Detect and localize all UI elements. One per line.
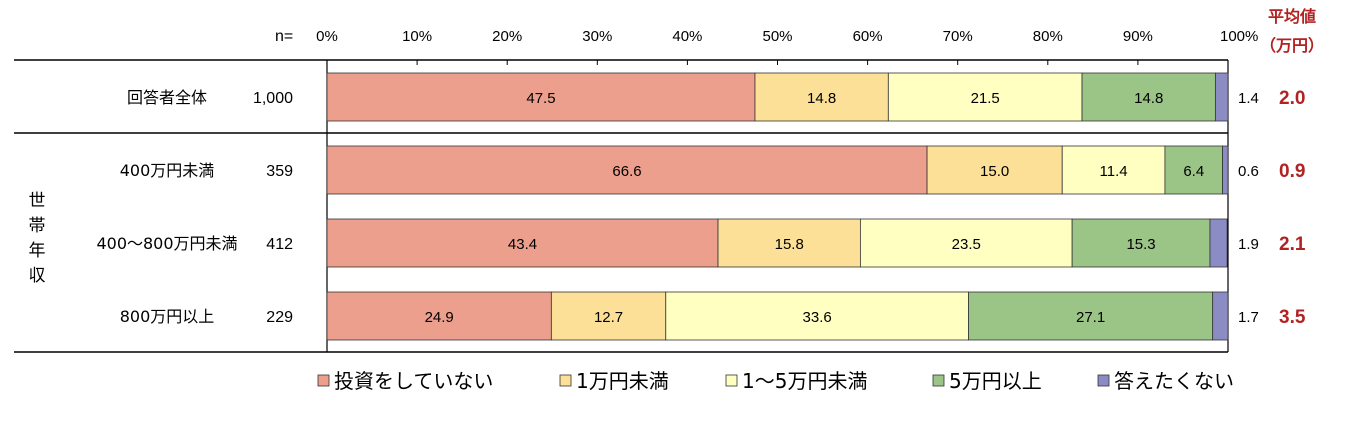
legend-label: 1万円未満 bbox=[576, 369, 669, 393]
x-tick-label: 90% bbox=[1123, 28, 1153, 45]
bar-segment bbox=[665, 291, 969, 341]
legend-swatch bbox=[725, 374, 738, 387]
bar-segment-label: 11.4 bbox=[1100, 163, 1128, 180]
row-label: 400万円未満 bbox=[120, 161, 215, 180]
row-n-value: 412 bbox=[266, 236, 293, 253]
bar-segment bbox=[887, 72, 1083, 122]
legend-swatch bbox=[317, 374, 330, 387]
no-answer-value-label: 0.6 bbox=[1238, 163, 1259, 180]
bar-segment-label: 66.6 bbox=[612, 163, 641, 180]
row-label: 回答者全体 bbox=[127, 88, 207, 107]
bar-segment bbox=[1212, 291, 1229, 341]
avg-header-unit: （万円） bbox=[1260, 36, 1324, 55]
legend-label: 投資をしていない bbox=[334, 369, 493, 393]
bar-segment bbox=[326, 218, 719, 268]
x-tick-label: 40% bbox=[672, 28, 702, 45]
bar-segment-label: 47.5 bbox=[526, 90, 555, 107]
average-value: 2.1 bbox=[1279, 234, 1306, 255]
bar-segment bbox=[326, 291, 552, 341]
bar-segment-label: 15.0 bbox=[980, 163, 1009, 180]
bar-segment bbox=[968, 291, 1214, 341]
bar-segment bbox=[1081, 72, 1216, 122]
x-tick-label: 60% bbox=[853, 28, 883, 45]
avg-header-title: 平均値 bbox=[1268, 7, 1316, 26]
bar-segment-label: 43.4 bbox=[508, 236, 537, 253]
bar-segment bbox=[717, 218, 861, 268]
bar-segment-label: 33.6 bbox=[803, 309, 832, 326]
x-tick-label: 10% bbox=[402, 28, 432, 45]
bar-segment bbox=[1164, 145, 1223, 195]
legend-swatch bbox=[1097, 374, 1110, 387]
bar-segment bbox=[550, 291, 667, 341]
bar-segment-label: 23.5 bbox=[952, 236, 981, 253]
group-label-char: 収 bbox=[29, 266, 46, 286]
bar-segment bbox=[326, 145, 928, 195]
x-tick-label: 100% bbox=[1220, 28, 1258, 45]
row-label: 800万円以上 bbox=[120, 307, 215, 326]
bar-segment bbox=[859, 218, 1073, 268]
average-value: 0.9 bbox=[1279, 161, 1305, 182]
bar-segment bbox=[754, 72, 889, 122]
bar-segment bbox=[1222, 145, 1229, 195]
legend-swatch bbox=[559, 374, 572, 387]
row-n-value: 229 bbox=[266, 309, 293, 326]
group-label-char: 年 bbox=[29, 241, 46, 261]
x-tick-label: 20% bbox=[492, 28, 522, 45]
bar-segment bbox=[926, 145, 1063, 195]
legend-label: 1～5万円未満 bbox=[742, 369, 867, 393]
n-header: n= bbox=[275, 28, 293, 45]
average-value: 2.0 bbox=[1279, 88, 1305, 109]
average-value: 3.5 bbox=[1279, 307, 1306, 328]
bar-segment-label: 14.8 bbox=[1134, 90, 1163, 107]
legend-label: 答えたくない bbox=[1114, 369, 1234, 393]
group-label-char: 世 bbox=[29, 191, 46, 211]
no-answer-value-label: 1.9 bbox=[1238, 236, 1259, 253]
x-tick-label: 70% bbox=[943, 28, 973, 45]
no-answer-value-label: 1.7 bbox=[1238, 309, 1259, 326]
bar-segment-label: 12.7 bbox=[594, 309, 623, 326]
row-n-value: 359 bbox=[266, 163, 293, 180]
bar-segment-label: 21.5 bbox=[971, 90, 1000, 107]
x-tick-label: 80% bbox=[1033, 28, 1063, 45]
row-label: 400～800万円未満 bbox=[96, 234, 237, 253]
x-tick-label: 30% bbox=[582, 28, 612, 45]
bar-segment-label: 6.4 bbox=[1183, 163, 1204, 180]
bar-segment-label: 15.8 bbox=[775, 236, 804, 253]
bar-segment-label: 14.8 bbox=[807, 90, 836, 107]
bar-segment bbox=[1061, 145, 1166, 195]
bar-segment-label: 27.1 bbox=[1076, 309, 1105, 326]
legend-swatch bbox=[932, 374, 945, 387]
bar-segment-label: 15.3 bbox=[1126, 236, 1155, 253]
bar-segment bbox=[1214, 72, 1229, 122]
bar-segment-label: 24.9 bbox=[425, 309, 454, 326]
x-tick-label: 50% bbox=[762, 28, 792, 45]
x-tick-label: 0% bbox=[316, 28, 338, 45]
group-label-char: 帯 bbox=[29, 216, 46, 236]
row-n-value: 1,000 bbox=[253, 90, 293, 107]
no-answer-value-label: 1.4 bbox=[1238, 90, 1259, 107]
bar-segment bbox=[1071, 218, 1211, 268]
bar-segment bbox=[1209, 218, 1228, 268]
bar-segment bbox=[326, 72, 756, 122]
legend-label: 5万円以上 bbox=[949, 369, 1042, 393]
